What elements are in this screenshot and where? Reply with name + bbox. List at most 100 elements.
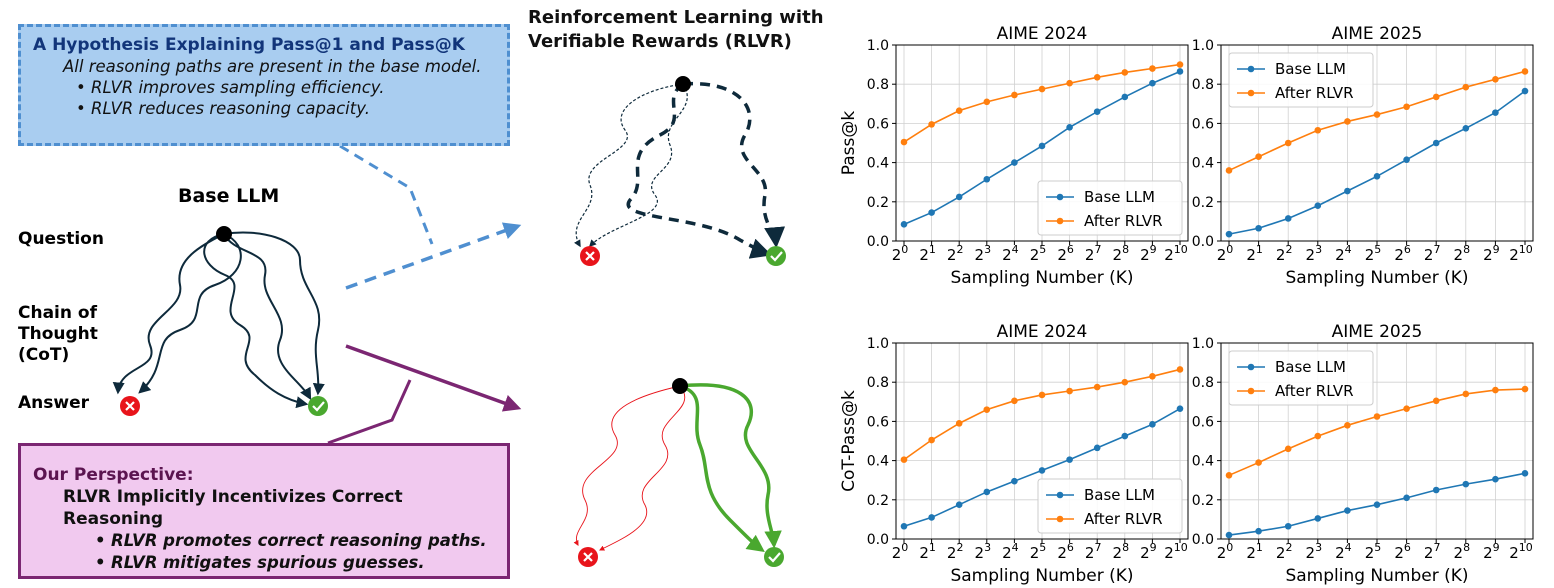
hypothesis-box: A Hypothesis Explaining Pass@1 and Pass@… [18, 24, 510, 146]
x-tick-label: 27 [1424, 541, 1441, 562]
x-tick-label: 24 [1335, 243, 1352, 264]
data-point [1066, 79, 1073, 87]
data-point [1462, 390, 1470, 398]
data-point [1373, 501, 1381, 509]
x-tick-label: 210 [1509, 541, 1533, 562]
data-point [1149, 79, 1156, 87]
y-axis-label: CoT-Pass@k [840, 390, 859, 492]
y-tick-label: 0.6 [1192, 116, 1214, 132]
data-point [1492, 475, 1499, 483]
data-point [1284, 215, 1292, 222]
data-point [1093, 74, 1101, 81]
y-tick-label: 0.2 [1192, 493, 1214, 509]
data-point [1373, 413, 1381, 420]
rlvr-title-line-1: Reinforcement Learning with [528, 7, 824, 28]
y-tick-label: 0.6 [867, 414, 889, 430]
x-tick-label: 23 [975, 541, 992, 562]
question-label: Question [18, 229, 104, 249]
data-point [1403, 405, 1410, 412]
x-tick-label: 27 [1085, 243, 1102, 264]
x-tick-label: 22 [947, 243, 964, 264]
data-point [983, 98, 991, 106]
x-axis-label: Sampling Number (K) [1285, 268, 1468, 288]
perspective-bullet: RLVR promotes correct reasoning paths. [33, 530, 495, 552]
data-point [1521, 68, 1529, 75]
data-point [928, 436, 935, 444]
data-point [1462, 480, 1470, 488]
data-point [1314, 202, 1322, 210]
hypothesis-bullet: RLVR improves sampling efficiency. [33, 77, 495, 98]
data-point [1176, 366, 1184, 373]
rlvr-ours-wrong-icon [578, 547, 598, 567]
x-tick-label: 29 [1140, 541, 1157, 562]
perspective-paths [573, 383, 782, 553]
x-tick-label: 24 [1002, 541, 1019, 562]
x-tick-label: 22 [1276, 243, 1293, 264]
legend-label: Base LLM [1084, 188, 1155, 206]
x-tick-label: 21 [1246, 541, 1263, 562]
data-point [1255, 153, 1262, 161]
y-tick-label: 0.4 [867, 156, 889, 172]
data-point [1121, 432, 1129, 440]
legend-label: After RLVR [1275, 382, 1354, 400]
hypothesis-paths [574, 81, 786, 259]
legend-label: Base LLM [1084, 486, 1155, 504]
x-axis-label: Sampling Number (K) [950, 268, 1133, 288]
data-point [1314, 515, 1322, 522]
data-point [1432, 93, 1440, 101]
data-point [1038, 391, 1046, 399]
data-point [1255, 527, 1262, 535]
y-tick-label: 0.4 [867, 454, 889, 470]
data-point [1011, 477, 1018, 485]
x-tick-label: 23 [975, 243, 992, 264]
data-point [1521, 87, 1529, 95]
x-tick-label: 23 [1306, 541, 1323, 562]
data-point [1121, 69, 1129, 76]
data-point [1011, 159, 1018, 166]
data-point [1176, 405, 1184, 412]
rlvr-diagram: Reinforcement Learning with Verifiable R… [0, 0, 840, 588]
x-tick-label: 210 [1509, 243, 1533, 264]
rlvr-ours-question-node [672, 378, 688, 394]
data-point [900, 522, 908, 530]
data-point [1403, 494, 1410, 502]
x-tick-label: 25 [1365, 243, 1382, 264]
x-tick-label: 24 [1002, 243, 1019, 264]
x-tick-label: 21 [1246, 243, 1263, 264]
data-point [1093, 108, 1101, 115]
rlvr-hyp-correct-icon [766, 246, 786, 266]
answer-label: Answer [18, 393, 89, 413]
wrong-answer-icon [120, 396, 140, 416]
y-tick-label: 0.8 [1192, 375, 1214, 391]
data-point [1284, 139, 1292, 147]
rlvr-hyp-wrong-icon [580, 246, 600, 266]
data-point [1176, 68, 1184, 75]
data-point [1225, 472, 1233, 479]
y-tick-label: 0.0 [867, 532, 889, 548]
legend-marker [1056, 515, 1064, 523]
x-axis-label: Sampling Number (K) [950, 566, 1133, 586]
hyp-arrow [345, 222, 522, 290]
rlvr-ours-correct-icon [764, 547, 784, 567]
x-tick-label: 25 [1030, 541, 1047, 562]
data-point [1038, 142, 1046, 150]
data-point [1011, 91, 1018, 99]
data-point [1432, 486, 1440, 494]
x-tick-label: 28 [1113, 243, 1130, 264]
cot-label: Chain of Thought (CoT) [18, 303, 98, 366]
legend-marker [1056, 491, 1064, 499]
y-tick-label: 0.4 [1192, 454, 1214, 470]
legend-label: Base LLM [1275, 358, 1346, 376]
data-point [1284, 445, 1292, 453]
y-tick-label: 0.6 [867, 116, 889, 132]
x-tick-label: 23 [1306, 243, 1323, 264]
hypothesis-title: A Hypothesis Explaining Pass@1 and Pass@… [33, 35, 465, 55]
data-point [1066, 456, 1073, 463]
y-tick-label: 0.0 [867, 234, 889, 250]
data-point [928, 209, 935, 216]
data-point [928, 514, 935, 521]
rlvr-title-line-2: Verifiable Rewards (RLVR) [528, 31, 792, 52]
chart-panel: 0.0 0.2 0.4 0.6 0.8 1.0 20 21 22 23 24 25 26 27 28 29 21… [1192, 322, 1534, 586]
x-tick-label: 26 [1057, 243, 1074, 264]
legend-marker [1056, 217, 1064, 225]
